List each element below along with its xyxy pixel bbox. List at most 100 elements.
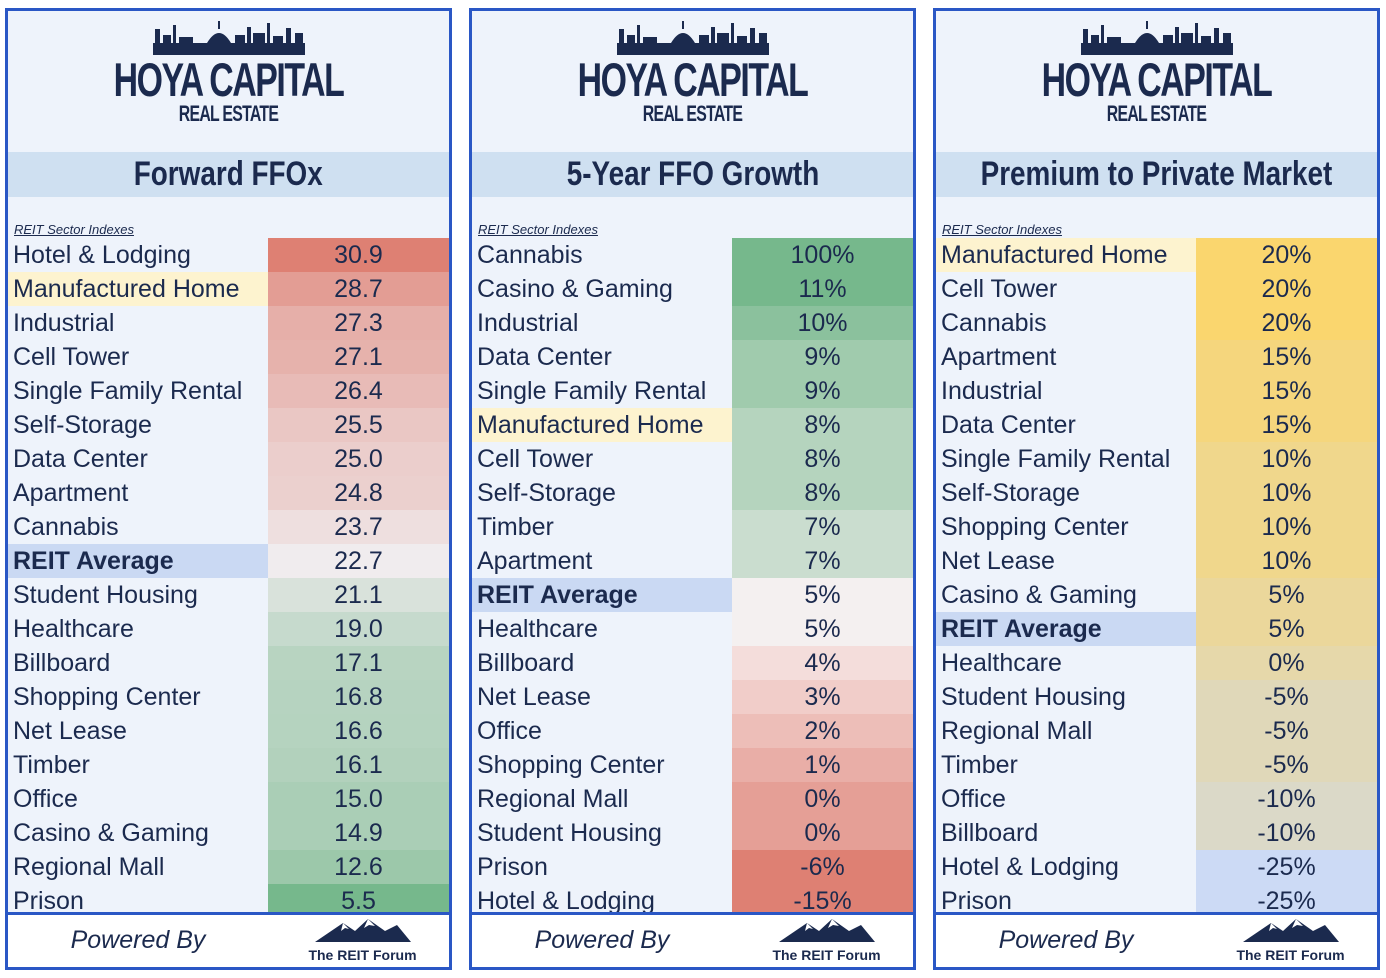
table-row: Single Family Rental 26.4 — [8, 374, 449, 408]
table-row: Student Housing 21.1 — [8, 578, 449, 612]
sector-value: 4% — [732, 646, 913, 680]
panel-title: Forward FFOx — [134, 155, 323, 193]
table-row: Hotel & Lodging 30.9 — [8, 238, 449, 272]
sector-label: Cannabis — [477, 241, 583, 269]
sector-value: 27.3 — [268, 306, 449, 340]
table-row: REIT Average 22.7 — [8, 544, 449, 578]
table-row: Prison -6% — [472, 850, 913, 884]
table-row: Cell Tower 8% — [472, 442, 913, 476]
sector-value: -10% — [1196, 816, 1377, 850]
sector-value: 20% — [1196, 272, 1377, 306]
table-row: Timber 7% — [472, 510, 913, 544]
table-row: Manufactured Home 20% — [936, 238, 1377, 272]
city-skyline-icon — [152, 21, 305, 55]
table-row: Shopping Center 10% — [936, 510, 1377, 544]
sector-label: Hotel & Lodging — [477, 887, 655, 915]
sector-value: 28.7 — [268, 272, 449, 306]
powered-by: Powered By — [70, 926, 206, 954]
table-row: Self-Storage 8% — [472, 476, 913, 510]
sector-value: -10% — [1196, 782, 1377, 816]
table-row: Net Lease 10% — [936, 544, 1377, 578]
index-label: REIT Sector Indexes — [478, 222, 598, 237]
sector-value: 20% — [1196, 306, 1377, 340]
sector-value: 5% — [1196, 612, 1377, 646]
sector-label: Timber — [941, 751, 1018, 779]
sector-label: Single Family Rental — [941, 445, 1171, 473]
sector-value: 9% — [732, 340, 913, 374]
table-row: Cannabis 20% — [936, 306, 1377, 340]
sector-value: 12.6 — [268, 850, 449, 884]
panel-title: Premium to Private Market — [980, 155, 1333, 193]
mountain-icon — [314, 919, 411, 942]
footer: Powered By The REIT Forum — [936, 912, 1377, 967]
brand-sub: REAL ESTATE — [642, 101, 743, 126]
sector-value: 8% — [732, 408, 913, 442]
sector-label: REIT Average — [8, 544, 268, 578]
sector-value: 16.6 — [268, 714, 449, 748]
sector-label: Prison — [477, 853, 548, 881]
sector-label: Casino & Gaming — [941, 581, 1137, 609]
table-row: Office 15.0 — [8, 782, 449, 816]
table-row: Cell Tower 27.1 — [8, 340, 449, 374]
sector-label: Manufactured Home — [472, 408, 732, 442]
mountain-icon — [778, 919, 875, 942]
sector-value: 20% — [1196, 238, 1377, 272]
sector-label: Manufactured Home — [8, 272, 268, 306]
sector-value: 10% — [732, 306, 913, 340]
sector-label: Cell Tower — [941, 275, 1058, 303]
sector-label: Single Family Rental — [13, 377, 243, 405]
table-row: Apartment 15% — [936, 340, 1377, 374]
table-row: Cannabis 100% — [472, 238, 913, 272]
table-row: Student Housing -5% — [936, 680, 1377, 714]
sector-value: 0% — [732, 782, 913, 816]
data-rows: Cannabis 100% Casino & Gaming 11% Industrial… — [472, 238, 913, 918]
title-bar: 5-Year FFO Growth — [472, 152, 913, 197]
sector-label: Shopping Center — [941, 513, 1129, 541]
sector-label: Healthcare — [941, 649, 1062, 677]
data-rows: Manufactured Home 20% Cell Tower 20% Cannabi… — [936, 238, 1377, 918]
sector-value: 15% — [1196, 408, 1377, 442]
sector-label: Billboard — [477, 649, 575, 677]
sector-value: 17.1 — [268, 646, 449, 680]
table-row: Casino & Gaming 5% — [936, 578, 1377, 612]
sector-label: Cell Tower — [13, 343, 130, 371]
sector-value: 23.7 — [268, 510, 449, 544]
sector-label: Hotel & Lodging — [13, 241, 191, 269]
sector-label: Single Family Rental — [477, 377, 707, 405]
table-row: Timber -5% — [936, 748, 1377, 782]
hoya-capital-logo: HOYA CAPITAL REAL ESTATE — [472, 21, 913, 151]
table-row: Apartment 24.8 — [8, 476, 449, 510]
table-row: Data Center 9% — [472, 340, 913, 374]
table-row: Casino & Gaming 14.9 — [8, 816, 449, 850]
table-row: Office -10% — [936, 782, 1377, 816]
table-row: Billboard 17.1 — [8, 646, 449, 680]
hoya-capital-logo: HOYA CAPITAL REAL ESTATE — [936, 21, 1377, 151]
sector-value: 5% — [732, 578, 913, 612]
sector-label: Regional Mall — [477, 785, 629, 813]
table-row: Shopping Center 1% — [472, 748, 913, 782]
footer: Powered By The REIT Forum — [472, 912, 913, 967]
index-label: REIT Sector Indexes — [942, 222, 1062, 237]
mountain-icon — [1242, 919, 1339, 942]
sector-label: Apartment — [13, 479, 129, 507]
sector-value: -25% — [1196, 850, 1377, 884]
city-skyline-icon — [1080, 21, 1233, 55]
sector-label: Hotel & Lodging — [941, 853, 1119, 881]
table-row: Student Housing 0% — [472, 816, 913, 850]
sector-label: Net Lease — [477, 683, 591, 711]
sector-label: Self-Storage — [941, 479, 1080, 507]
sector-value: 5% — [1196, 578, 1377, 612]
data-rows: Hotel & Lodging 30.9 Manufactured Home 28.7… — [8, 238, 449, 918]
sector-value: 7% — [732, 510, 913, 544]
sector-label: Net Lease — [941, 547, 1055, 575]
sector-label: Data Center — [477, 343, 612, 371]
sector-value: 10% — [1196, 510, 1377, 544]
sector-value: 10% — [1196, 442, 1377, 476]
sector-label: REIT Average — [936, 612, 1196, 646]
hoya-capital-logo: HOYA CAPITAL REAL ESTATE — [8, 21, 449, 151]
sector-label: Industrial — [13, 309, 115, 337]
sector-value: -6% — [732, 850, 913, 884]
premium-private-market-panel: HOYA CAPITAL REAL ESTATE Premium to Priv… — [933, 8, 1380, 970]
table-row: Single Family Rental 9% — [472, 374, 913, 408]
table-row: Timber 16.1 — [8, 748, 449, 782]
